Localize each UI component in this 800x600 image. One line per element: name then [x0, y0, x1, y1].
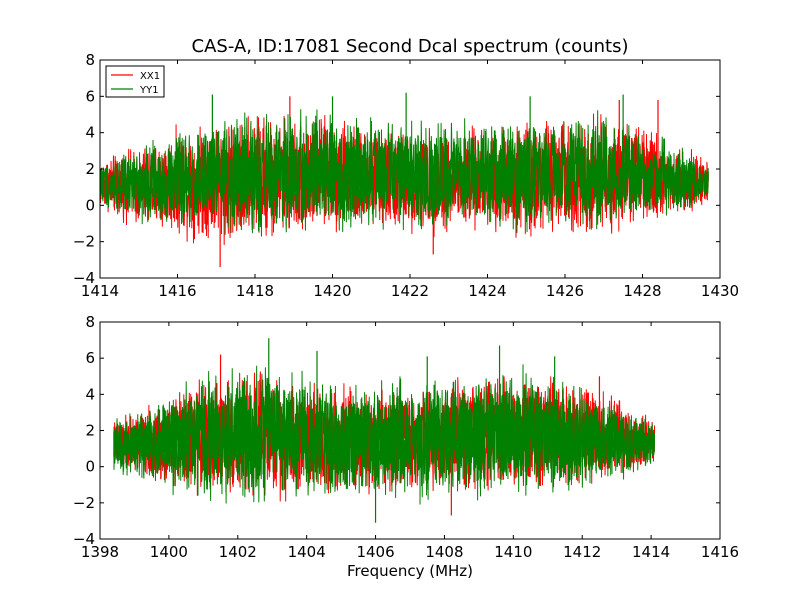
y-tick-label: 8 — [85, 313, 95, 331]
x-tick-label: 1416 — [701, 543, 739, 561]
y-tick-label: 8 — [85, 51, 95, 69]
x-tick-label: 1406 — [356, 543, 394, 561]
plot-area — [100, 92, 709, 268]
y-tick-label: 4 — [85, 124, 95, 142]
x-tick-label: 1404 — [288, 543, 326, 561]
x-tick-label: 1402 — [219, 543, 257, 561]
x-tick-label: 1422 — [391, 282, 429, 300]
x-tick-label: 1418 — [236, 282, 274, 300]
y-tick-label: −4 — [73, 530, 95, 548]
x-tick-label: 1408 — [425, 543, 463, 561]
y-tick-label: 2 — [85, 160, 95, 178]
y-tick-label: 6 — [85, 349, 95, 367]
top-panel: 1414 1416 1418 1420 1422 1424 1426 1428 1430 −4 −2… — [73, 51, 739, 300]
bottom-panel: 1398 1400 1402 1404 1406 1408 1410 1412 1414 1416… — [73, 313, 739, 561]
x-tick-label: 1412 — [563, 543, 601, 561]
chart-title: CAS-A, ID:17081 Second Dcal spectrum (co… — [192, 36, 629, 57]
x-tick-label: 1416 — [158, 282, 196, 300]
y-tick-label: −2 — [73, 494, 95, 512]
x-tick-label: 1426 — [546, 282, 584, 300]
x-tick-label: 1400 — [150, 543, 188, 561]
x-tick-label: 1414 — [81, 282, 119, 300]
y-tick-label: −2 — [73, 233, 95, 251]
y-tick-label: 6 — [85, 87, 95, 105]
y-tick-label: 2 — [85, 422, 95, 440]
x-tick-label: 1424 — [468, 282, 506, 300]
legend-box — [105, 65, 165, 98]
y-tick-label: −4 — [73, 269, 95, 287]
x-tick-label: 1398 — [81, 543, 119, 561]
series-line-yy1 — [100, 109, 709, 237]
legend-label-yy1: YY1 — [139, 85, 159, 96]
legend-label-xx1: XX1 — [140, 71, 160, 82]
x-tick-label: 1430 — [701, 282, 739, 300]
y-tick-label: 0 — [85, 458, 95, 476]
plot-area — [113, 338, 656, 523]
x-tick-label: 1420 — [313, 282, 351, 300]
y-tick-label: 4 — [85, 385, 95, 403]
x-axis-label: Frequency (MHz) — [347, 562, 473, 580]
x-tick-label: 1414 — [632, 543, 670, 561]
x-tick-label: 1428 — [623, 282, 661, 300]
series-line-yy1 — [113, 364, 656, 505]
y-tick-label: 0 — [85, 196, 95, 214]
x-tick-label: 1410 — [494, 543, 532, 561]
